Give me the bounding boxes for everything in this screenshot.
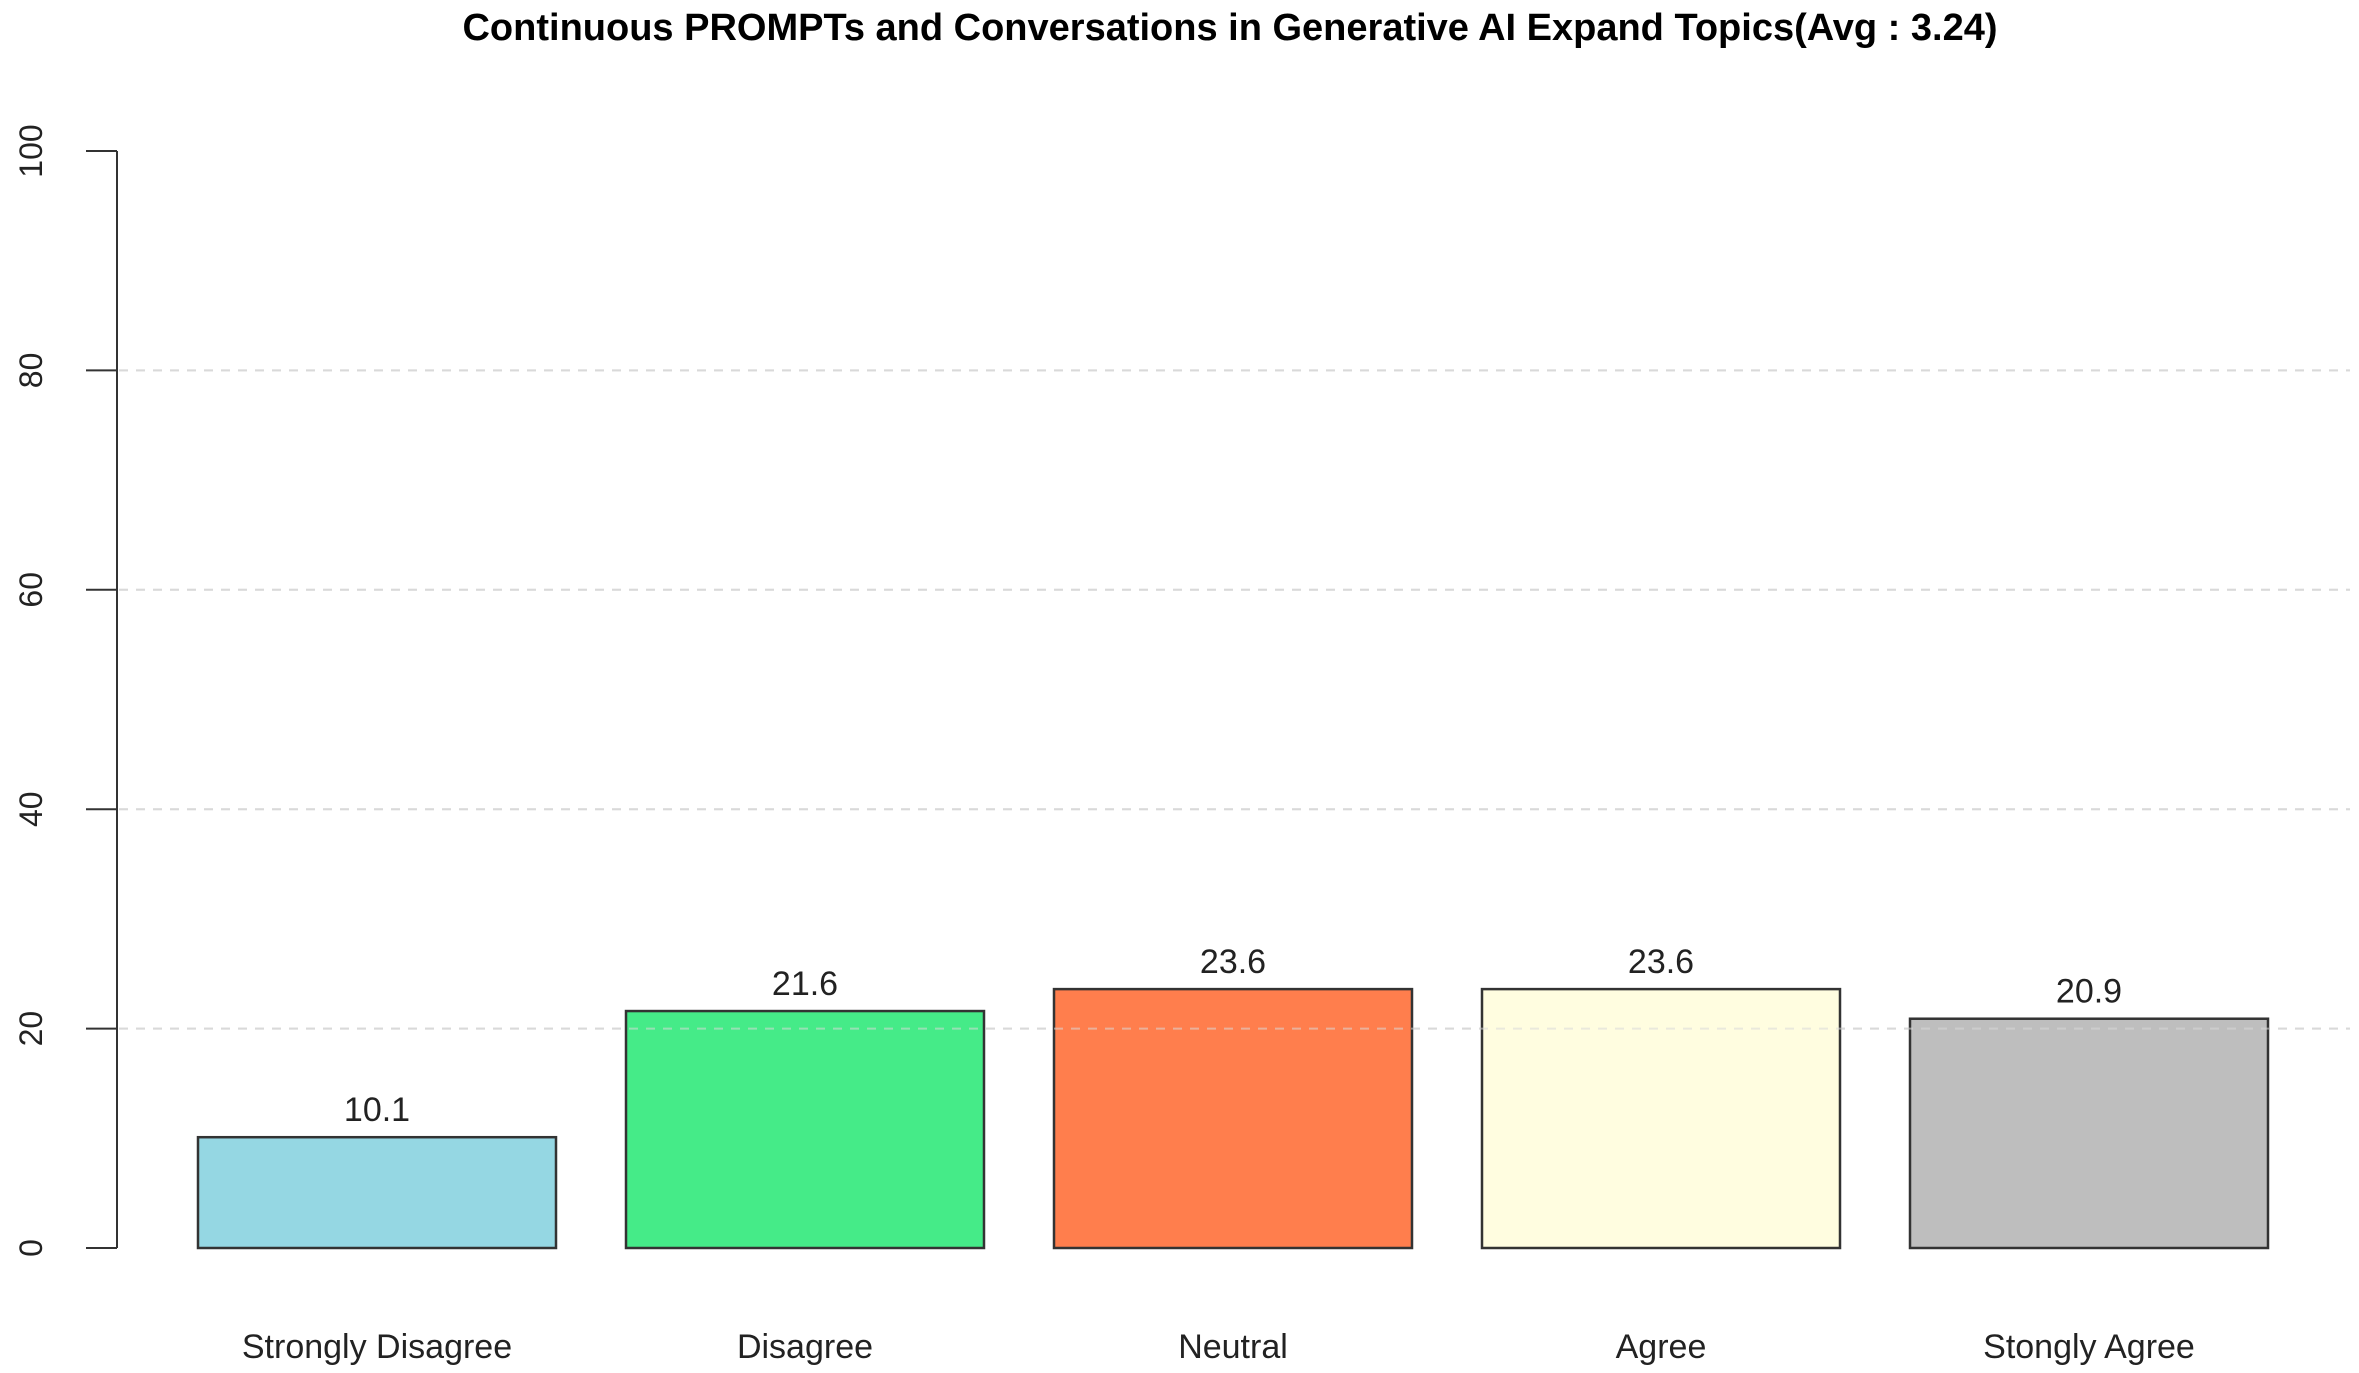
y-tick-label-40: 40 (13, 791, 49, 827)
y-tick-label-100: 100 (13, 124, 49, 177)
y-tick-label-80: 80 (13, 353, 49, 389)
data-label-stongly-agree: 20.9 (2056, 973, 2122, 1011)
bar-disagree (624, 1009, 986, 1250)
bar-stongly-agree (1908, 1017, 2270, 1250)
chart-title: Continuous PROMPTs and Conversations in … (462, 7, 1997, 49)
x-tick-label-agree: Agree (1616, 1328, 1707, 1366)
x-tick-label-stongly-agree: Stongly Agree (1983, 1328, 2195, 1366)
bar-neutral (1052, 987, 1414, 1250)
data-label-disagree: 21.6 (772, 965, 838, 1003)
x-tick-label-neutral: Neutral (1178, 1328, 1288, 1366)
y-tick-label-0: 0 (13, 1239, 49, 1257)
x-tick-label-strongly-disagree: Strongly Disagree (242, 1328, 512, 1366)
bar-strongly-disagree (196, 1135, 558, 1250)
data-label-neutral: 23.6 (1200, 943, 1266, 981)
data-label-strongly-disagree: 10.1 (344, 1091, 410, 1129)
bar-agree (1480, 987, 1842, 1250)
grid-lines (119, 369, 2350, 1030)
y-tick-label-20: 20 (13, 1011, 49, 1047)
x-tick-label-disagree: Disagree (737, 1328, 873, 1366)
labels: Strongly Disagree 10.1 Disagree 21.6 Neutral… (242, 943, 2195, 1366)
y-axis: 0 20 40 60 80 100 (13, 124, 118, 1257)
bars (119, 369, 2350, 1250)
data-label-agree: 23.6 (1628, 943, 1694, 981)
y-tick-label-60: 60 (13, 572, 49, 608)
